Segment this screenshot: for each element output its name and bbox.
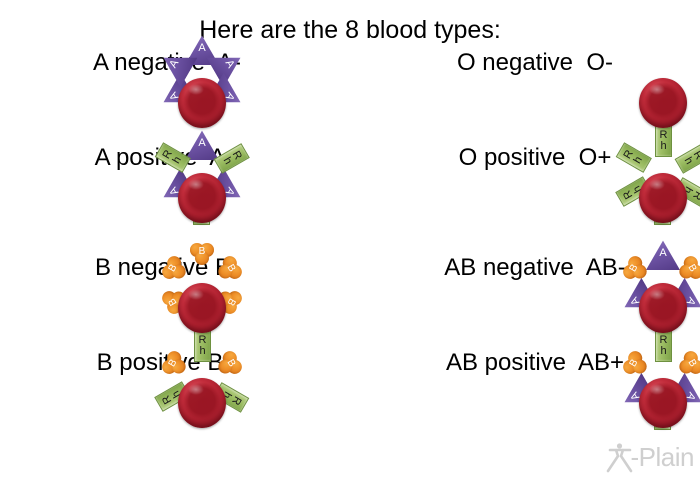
rh-antigen-glyph-h: h — [660, 345, 667, 357]
red-blood-cell — [178, 78, 226, 128]
blood-type-entry-a-negative: A negative A- A A A A A A — [0, 35, 350, 152]
red-blood-cell — [639, 283, 687, 333]
watermark-text: -Plain — [630, 442, 695, 472]
a-antigen-glyph: A — [198, 42, 206, 54]
red-blood-cell — [178, 378, 226, 428]
rh-antigen-glyph-r: R — [659, 334, 668, 346]
blood-type-entry-b-positive: B positive B+ B B B Rh Rh Rh — [0, 330, 350, 452]
b-antigen-glyph: B — [198, 246, 206, 257]
rh-antigen-glyph-r: R — [659, 129, 668, 141]
a-antigen-glyph: A — [198, 137, 206, 149]
left-column: A negative A- A A A A A A A positive A+ … — [0, 35, 350, 452]
blood-type-entry-ab-negative: AB negative AB- A A A B B B — [350, 240, 700, 357]
blood-type-label-ab-positive: AB positive AB+ — [445, 349, 625, 376]
blood-type-entry-o-negative: O negative O- — [350, 48, 700, 152]
red-blood-cell — [178, 283, 226, 333]
page-title: Here are the 8 blood types: — [199, 16, 501, 44]
red-blood-cell — [639, 78, 687, 128]
blood-type-entry-b-negative: B negative B- B B B B B B — [0, 243, 350, 357]
watermark: -Plain — [605, 440, 695, 474]
a-antigen-glyph: A — [659, 247, 667, 259]
blood-type-label-ab-negative: AB negative AB- — [444, 254, 626, 281]
red-blood-cell — [178, 173, 226, 223]
blood-type-entry-a-positive: A positive A+ A A A Rh Rh Rh — [0, 130, 350, 247]
blood-type-entry-ab-positive: AB positive AB+ A A B B Rh Rh — [350, 330, 700, 452]
red-blood-cell — [639, 378, 687, 428]
red-blood-cell — [639, 173, 687, 223]
blood-type-label-o-negative: O negative O- — [456, 49, 614, 76]
blood-type-label-o-positive: O positive O+ — [458, 144, 612, 171]
x-plain-figure-logo — [606, 443, 632, 473]
rh-antigen-glyph-h: h — [660, 140, 667, 152]
blood-type-entry-o-positive: O positive O+ Rh Rh Rh Rh Rh Rh — [350, 125, 700, 247]
rh-antigen-glyph-r: R — [198, 334, 207, 346]
rh-antigen-glyph-h: h — [199, 345, 206, 357]
